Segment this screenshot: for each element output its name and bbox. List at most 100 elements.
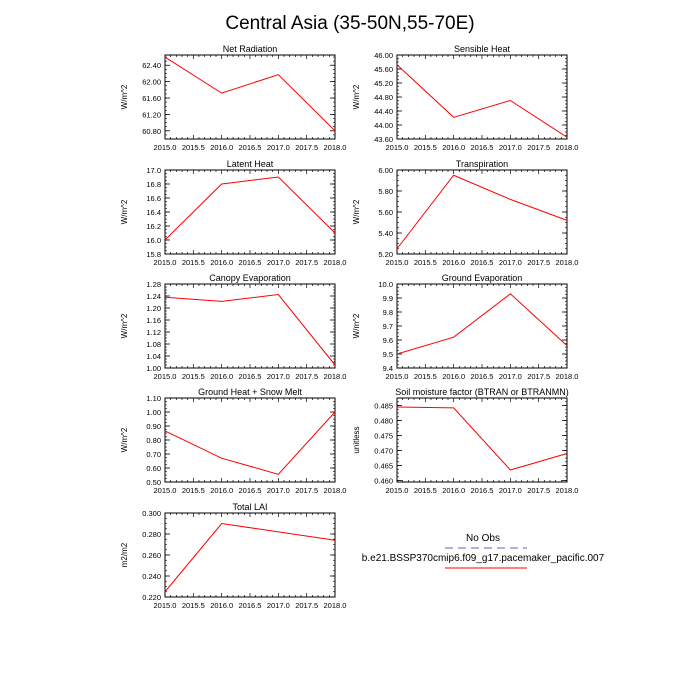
canopy-evaporation-ylabel: W/m^2 (120, 313, 129, 338)
latent-heat-xtick-label: 2017.5 (295, 258, 318, 267)
panel-sensible-heat: Sensible Heat 2015.0 2015.5 2016.0 2016.5 201… (352, 44, 578, 152)
ground-evaporation-xtick-label: 2018.0 (556, 372, 579, 381)
net-radiation-ytick-label: 61.60 (142, 94, 161, 103)
transpiration-title: Transpiration (456, 159, 508, 169)
canopy-evaporation-ytick-label: 1.08 (146, 340, 161, 349)
ground-evaporation-series-line (396, 293, 568, 355)
transpiration-xtick-label: 2016.0 (442, 258, 465, 267)
sensible-heat-xtick-label: 2017.0 (499, 143, 522, 152)
total-lai-xtick-label: 2016.0 (210, 601, 233, 610)
panel-latent-heat: Latent Heat 2015.0 2015.5 2016.0 2016.5 2017.… (120, 159, 346, 267)
latent-heat-xtick-label: 2017.0 (267, 258, 290, 267)
total-lai-xtick-label: 2017.5 (295, 601, 318, 610)
ground-evaporation-xtick-label: 2016.5 (471, 372, 494, 381)
ground-heat-snow-melt-ylabel: W/m^2 (120, 427, 129, 452)
latent-heat-ytick-label: 16.4 (146, 208, 161, 217)
net-radiation-frame (164, 54, 336, 140)
ground-heat-snow-melt-xtick-label: 2016.0 (210, 486, 233, 495)
transpiration-xtick-label: 2016.5 (471, 258, 494, 267)
latent-heat-xtick-label: 2018.0 (324, 258, 347, 267)
canopy-evaporation-xtick-label: 2015.0 (154, 372, 177, 381)
sensible-heat-ytick-label: 43.60 (374, 135, 393, 144)
ground-evaporation-xtick-label: 2017.0 (499, 372, 522, 381)
transpiration-xtick-label: 2015.0 (386, 258, 409, 267)
total-lai-ylabel: m2/m2 (120, 542, 129, 567)
ground-heat-snow-melt-ytick-label: 0.60 (146, 464, 161, 473)
ground-heat-snow-melt-ytick-label: 0.80 (146, 436, 161, 445)
net-radiation-ytick-label: 60.80 (142, 127, 161, 136)
net-radiation-xtick-label: 2016.0 (210, 143, 233, 152)
canopy-evaporation-xtick-label: 2017.5 (295, 372, 318, 381)
total-lai-series-line (164, 522, 336, 593)
sensible-heat-ytick-label: 45.20 (374, 79, 393, 88)
transpiration-ytick-label: 5.60 (378, 208, 393, 217)
panel-net-radiation: Net Radiation 2015.0 2015.5 2016.0 2016.5 201… (120, 44, 346, 152)
total-lai-ytick-label: 0.220 (142, 593, 161, 602)
soil-moisture-factor-btran-or-btranmn-ytick-label: 0.485 (374, 402, 393, 411)
soil-moisture-factor-btran-or-btranmn-xtick-label: 2015.5 (414, 486, 437, 495)
transpiration-xtick-label: 2015.5 (414, 258, 437, 267)
latent-heat-series-line (164, 176, 336, 241)
net-radiation-title: Net Radiation (223, 44, 278, 54)
soil-moisture-factor-btran-or-btranmn-xtick-label: 2016.0 (442, 486, 465, 495)
sensible-heat-xtick-label: 2016.0 (442, 143, 465, 152)
ground-evaporation-ytick-label: 10.0 (378, 280, 393, 289)
soil-moisture-factor-btran-or-btranmn-xtick-label: 2016.5 (471, 486, 494, 495)
ground-heat-snow-melt-title: Ground Heat + Snow Melt (198, 387, 302, 397)
total-lai-xtick-label: 2018.0 (324, 601, 347, 610)
soil-moisture-factor-btran-or-btranmn-xtick-label: 2015.0 (386, 486, 409, 495)
net-radiation-series-line (164, 56, 336, 132)
net-radiation-xtick-label: 2017.0 (267, 143, 290, 152)
sensible-heat-xtick-label: 2017.5 (527, 143, 550, 152)
legend-label-no-obs: No Obs (466, 533, 500, 544)
panel-ground-evaporation: Ground Evaporation 2015.0 2015.5 2016.0 2016… (352, 273, 578, 381)
canopy-evaporation-xtick-label: 2016.5 (239, 372, 262, 381)
sensible-heat-ytick-label: 46.00 (374, 51, 393, 60)
ground-evaporation-ytick-label: 9.4 (383, 364, 393, 373)
transpiration-ytick-label: 5.80 (378, 187, 393, 196)
soil-moisture-factor-btran-or-btranmn-xtick-label: 2017.0 (499, 486, 522, 495)
latent-heat-frame (164, 169, 336, 255)
canopy-evaporation-ytick-label: 1.20 (146, 304, 161, 313)
panel-transpiration: Transpiration 2015.0 2015.5 2016.0 2016.5 201… (352, 159, 578, 267)
soil-moisture-factor-btran-or-btranmn-ytick-label: 0.470 (374, 447, 393, 456)
ground-evaporation-xtick-label: 2015.0 (386, 372, 409, 381)
transpiration-ylabel: W/m^2 (352, 199, 361, 224)
canopy-evaporation-ytick-label: 1.12 (146, 328, 161, 337)
transpiration-frame (396, 169, 568, 255)
ground-heat-snow-melt-series-line (164, 411, 336, 475)
ground-evaporation-ytick-label: 9.6 (383, 336, 393, 345)
transpiration-xtick-label: 2017.5 (527, 258, 550, 267)
soil-moisture-factor-btran-or-btranmn-ytick-label: 0.465 (374, 462, 393, 471)
panel-soil-moisture-factor-btran-or-btranmn: Soil moisture factor (BTRAN or BTRANMN) 2… (352, 387, 578, 495)
sensible-heat-title: Sensible Heat (454, 44, 511, 54)
transpiration-ytick-label: 5.20 (378, 250, 393, 259)
net-radiation-xtick-label: 2017.5 (295, 143, 318, 152)
total-lai-ytick-label: 0.260 (142, 551, 161, 560)
ground-evaporation-title: Ground Evaporation (442, 273, 523, 283)
soil-moisture-factor-btran-or-btranmn-frame (396, 397, 568, 483)
panel-ground-heat-snow-melt: Ground Heat + Snow Melt 2015.0 2015.5 2016.… (120, 387, 346, 495)
sensible-heat-ytick-label: 44.00 (374, 121, 393, 130)
legend-label-model: b.e21.BSSP370cmip6.f09_g17.pacemaker_pac… (362, 553, 605, 564)
canopy-evaporation-xtick-label: 2017.0 (267, 372, 290, 381)
sensible-heat-ylabel: W/m^2 (352, 84, 361, 109)
total-lai-xtick-label: 2015.0 (154, 601, 177, 610)
net-radiation-ylabel: W/m^2 (120, 84, 129, 109)
soil-moisture-factor-btran-or-btranmn-ytick-label: 0.480 (374, 417, 393, 426)
net-radiation-xtick-label: 2018.0 (324, 143, 347, 152)
ground-heat-snow-melt-xtick-label: 2015.5 (182, 486, 205, 495)
ground-heat-snow-melt-xtick-label: 2015.0 (154, 486, 177, 495)
total-lai-frame (164, 512, 336, 598)
panels: Net Radiation 2015.0 2015.5 2016.0 2016.5 201… (120, 44, 578, 610)
sensible-heat-frame (396, 54, 568, 140)
latent-heat-xtick-label: 2016.0 (210, 258, 233, 267)
net-radiation-ytick-label: 62.00 (142, 78, 161, 87)
soil-moisture-factor-btran-or-btranmn-ytick-label: 0.475 (374, 432, 393, 441)
total-lai-xtick-label: 2016.5 (239, 601, 262, 610)
canopy-evaporation-series-line (164, 293, 336, 366)
ground-heat-snow-melt-ytick-label: 0.90 (146, 422, 161, 431)
transpiration-ytick-label: 5.40 (378, 229, 393, 238)
soil-moisture-factor-btran-or-btranmn-title: Soil moisture factor (BTRAN or BTRANMN) (395, 387, 569, 397)
